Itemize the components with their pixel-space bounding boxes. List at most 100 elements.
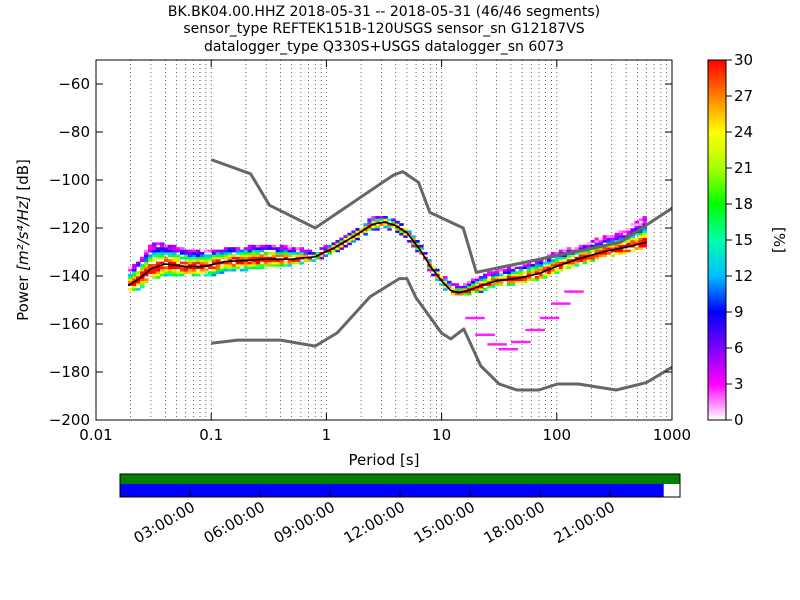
heatmap-cell xyxy=(610,249,616,253)
heatmap-cell xyxy=(211,261,217,265)
heatmap-cell xyxy=(327,247,332,250)
heatmap-outlier-cell xyxy=(475,333,484,336)
heatmap-cell xyxy=(534,276,540,279)
heatmap-cell xyxy=(590,249,596,253)
heatmap-cell xyxy=(554,264,560,267)
heatmap-cell xyxy=(207,256,213,260)
heatmap-cell xyxy=(403,232,408,236)
heatmap-cell xyxy=(231,256,237,260)
heatmap-cell xyxy=(622,249,628,253)
heatmap-cell xyxy=(163,256,169,260)
heatmap-cell xyxy=(530,268,536,272)
heatmap-cell xyxy=(219,268,225,272)
heatmap-cell xyxy=(494,271,500,274)
heatmap-cell xyxy=(626,228,631,231)
heatmap-cell xyxy=(518,266,524,270)
heatmap-cell xyxy=(219,256,225,260)
heatmap-cell xyxy=(542,261,548,265)
heatmap-cell xyxy=(255,247,261,250)
heatmap-cell xyxy=(327,244,332,248)
heatmap-cell xyxy=(215,254,221,258)
heatmap-cell xyxy=(610,237,616,241)
heatmap-cell xyxy=(160,273,165,277)
heatmap-cell xyxy=(136,273,141,277)
colorbar-tick-label: 0 xyxy=(734,411,744,429)
heatmap-cell xyxy=(347,240,352,243)
heatmap-cell xyxy=(255,266,261,270)
heatmap-cell xyxy=(546,264,552,267)
heatmap-cell xyxy=(267,259,273,262)
heatmap-cell xyxy=(207,254,213,258)
heatmap-cell xyxy=(634,242,639,246)
heatmap-cell xyxy=(287,261,293,265)
heatmap-cell xyxy=(239,264,245,267)
heatmap-cell xyxy=(156,264,161,267)
heatmap-cell xyxy=(383,216,388,219)
colorbar-tick-label: 6 xyxy=(734,339,744,357)
heatmap-cell xyxy=(618,237,624,241)
heatmap-cell xyxy=(136,288,141,291)
heatmap-cell xyxy=(490,283,496,286)
heatmap-cell xyxy=(152,259,157,262)
time-tick-label: 21:00:00 xyxy=(551,498,618,547)
heatmap-cell xyxy=(586,252,592,255)
heatmap-cell xyxy=(387,223,392,226)
heatmap-cell xyxy=(522,271,528,274)
heatmap-cell xyxy=(534,278,540,282)
heatmap-cell xyxy=(144,266,149,270)
y-tick-label: −80 xyxy=(58,123,90,141)
heatmap-cell xyxy=(271,259,277,262)
heatmap-cell xyxy=(634,232,639,236)
heatmap-cell xyxy=(144,264,149,267)
heatmap-cell xyxy=(267,256,273,260)
heatmap-cell xyxy=(506,268,512,272)
heatmap-cell xyxy=(490,278,496,282)
heatmap-cell xyxy=(163,266,169,270)
heatmap-cell xyxy=(614,237,620,241)
heatmap-cell xyxy=(395,223,400,226)
heatmap-cell xyxy=(271,256,277,260)
heatmap-cell xyxy=(148,244,153,248)
heatmap-cell xyxy=(235,249,241,253)
heatmap-cell xyxy=(506,273,512,277)
grid-lines xyxy=(130,60,668,420)
heatmap-cell xyxy=(231,266,237,270)
heatmap-cell xyxy=(582,261,588,265)
heatmap-cell xyxy=(144,273,149,277)
colorbar-gradient xyxy=(707,59,727,421)
heatmap-cell xyxy=(283,261,289,265)
heatmap-cell xyxy=(279,252,285,255)
heatmap-cell xyxy=(247,244,253,248)
heatmap-cell xyxy=(474,283,480,286)
heatmap-cell xyxy=(467,290,472,294)
heatmap-cell xyxy=(235,252,241,255)
heatmap-cell xyxy=(562,249,568,253)
heatmap-cell xyxy=(263,261,269,265)
heatmap-cell xyxy=(578,259,584,262)
heatmap-outlier-cell xyxy=(486,333,495,336)
heatmap-cell xyxy=(167,254,173,258)
heatmap-cell xyxy=(199,256,205,260)
heatmap-cell xyxy=(538,266,544,270)
x-tick-label: 1000 xyxy=(653,426,691,444)
heatmap-cell xyxy=(271,247,277,250)
heatmap-cell xyxy=(435,268,440,272)
heatmap-cell xyxy=(156,276,161,279)
heatmap-cell xyxy=(171,268,177,272)
heatmap-cell xyxy=(271,261,277,265)
heatmap-cell xyxy=(419,244,424,248)
heatmap-cell xyxy=(267,264,273,267)
heatmap-cell xyxy=(638,235,643,238)
heatmap-cell xyxy=(183,249,189,253)
heatmap-cell xyxy=(574,259,580,262)
heatmap-cell xyxy=(144,249,149,253)
heatmap-cell xyxy=(467,285,472,289)
heatmap-cell xyxy=(375,225,380,229)
heatmap-cell xyxy=(148,264,153,267)
heatmap-cell xyxy=(335,240,340,243)
heatmap-cell xyxy=(478,278,484,282)
heatmap-cell xyxy=(606,235,612,238)
heatmap-cell xyxy=(231,249,237,253)
heatmap-cell xyxy=(482,280,488,284)
heatmap-cell xyxy=(140,271,145,274)
